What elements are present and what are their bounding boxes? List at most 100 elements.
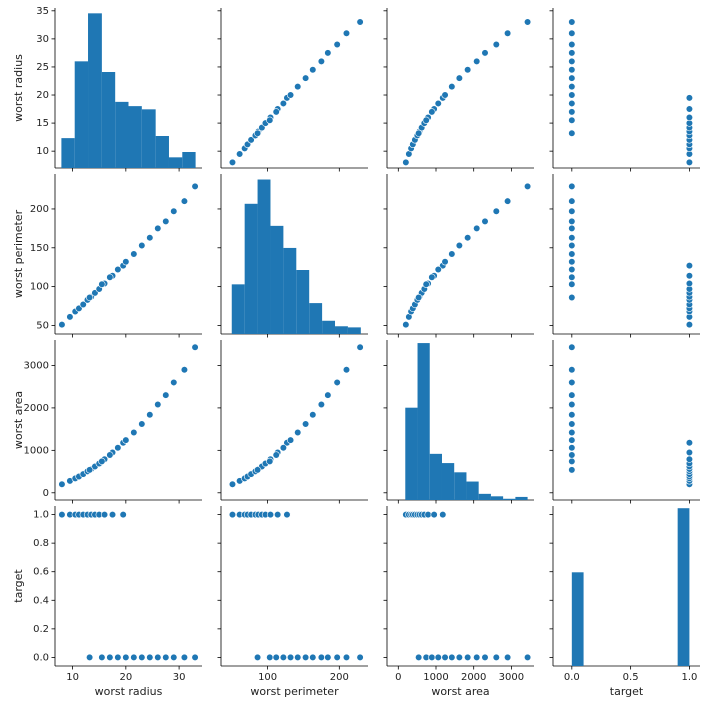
scatter-point: [324, 49, 332, 57]
scatter-point: [568, 265, 576, 274]
histogram-bar: [168, 157, 183, 168]
y-tick-label: 100: [30, 282, 49, 293]
y-tick-label: 15: [36, 118, 49, 129]
scatter-point: [272, 653, 280, 662]
scatter-point: [568, 451, 576, 459]
scatter-point: [434, 99, 442, 108]
scatter-point: [455, 241, 463, 250]
scatter-point: [402, 321, 410, 329]
scatter-point: [191, 182, 199, 191]
scatter-point: [568, 258, 576, 266]
scatter-point: [333, 40, 341, 49]
y-tick-label: 1000: [24, 445, 49, 456]
scatter-point: [154, 400, 162, 409]
histogram-bar: [141, 109, 156, 168]
scatter-point: [138, 241, 146, 250]
y-tick-label: 0.4: [33, 595, 49, 606]
histogram-bar: [677, 508, 690, 666]
scatter-point: [266, 510, 275, 519]
scatter-point: [473, 224, 481, 232]
scatter-point: [402, 158, 410, 166]
histogram-bar: [88, 13, 102, 169]
scatter-point: [422, 280, 430, 288]
scatter-point: [122, 653, 130, 662]
scatter-point: [294, 428, 302, 437]
scatter-point: [114, 265, 122, 274]
scatter-point: [333, 653, 341, 662]
scatter-point: [342, 653, 351, 662]
scatter-point: [568, 217, 576, 225]
x-tick-label: 30: [173, 672, 186, 683]
scatter-point: [98, 653, 106, 662]
scatter-point: [302, 74, 310, 82]
scatter-point: [86, 653, 94, 662]
scatter-point: [481, 49, 489, 57]
scatter-point: [138, 653, 146, 662]
scatter-point: [146, 411, 154, 419]
y-tick-label: 50: [36, 320, 49, 331]
x-tick-label: 3000: [499, 672, 524, 683]
scatter-point: [100, 510, 109, 519]
y-tick-label: 0.6: [33, 567, 49, 578]
scatter-point: [294, 82, 302, 91]
scatter-point: [568, 116, 576, 124]
scatter-point: [86, 466, 94, 474]
scatter-point: [428, 273, 436, 281]
scatter-point: [302, 420, 310, 428]
scatter-point: [253, 129, 262, 137]
scatter-point: [568, 108, 576, 116]
scatter-point: [473, 57, 481, 65]
scatter-point: [504, 653, 512, 662]
y-tick-label: 0.8: [33, 538, 49, 549]
scatter-point: [568, 66, 576, 74]
scatter-point: [58, 510, 66, 519]
scatter-point: [492, 653, 500, 662]
scatter-point: [568, 250, 576, 258]
scatter-point: [685, 105, 694, 113]
scatter-point: [568, 466, 576, 474]
scatter-point: [162, 217, 170, 225]
scatter-point: [333, 378, 341, 387]
scatter-point: [568, 241, 576, 250]
scatter-point: [170, 378, 178, 387]
scatter-point: [685, 279, 694, 288]
scatter-point: [191, 653, 199, 662]
scatter-point: [422, 116, 430, 124]
scatter-point: [162, 391, 170, 399]
scatter-point: [568, 378, 576, 387]
histogram-bar: [270, 225, 284, 334]
x-axis-label: worst radius: [95, 685, 163, 698]
x-tick-label: 0.0: [564, 672, 580, 683]
histogram-bar: [441, 463, 455, 500]
scatter-point: [568, 428, 576, 437]
scatter-point: [279, 99, 287, 108]
y-tick-label: 150: [30, 243, 49, 254]
scatter-point: [685, 94, 694, 102]
scatter-point: [279, 653, 287, 662]
scatter-point: [481, 653, 489, 662]
scatter-point: [309, 66, 317, 74]
scatter-point: [568, 40, 576, 49]
scatter-point: [568, 224, 576, 232]
scatter-point: [504, 197, 512, 205]
scatter-point: [434, 265, 442, 274]
x-tick-label: 1.0: [681, 672, 697, 683]
scatter-point: [685, 439, 694, 447]
scatter-point: [568, 29, 576, 37]
scatter-point: [324, 391, 332, 399]
scatter-point: [324, 653, 332, 662]
scatter-point: [130, 250, 138, 258]
scatter-point: [236, 150, 244, 158]
scatter-point: [441, 91, 449, 99]
x-tick-label: 1000: [423, 672, 448, 683]
scatter-point: [685, 262, 694, 270]
histogram-bar: [128, 106, 142, 168]
scatter-point: [568, 129, 576, 137]
y-tick-label: 2000: [24, 403, 49, 414]
scatter-point: [274, 510, 282, 519]
scatter-point: [430, 510, 438, 519]
scatter-point: [162, 653, 170, 662]
scatter-point: [180, 197, 189, 205]
x-tick-label: 200: [330, 672, 349, 683]
